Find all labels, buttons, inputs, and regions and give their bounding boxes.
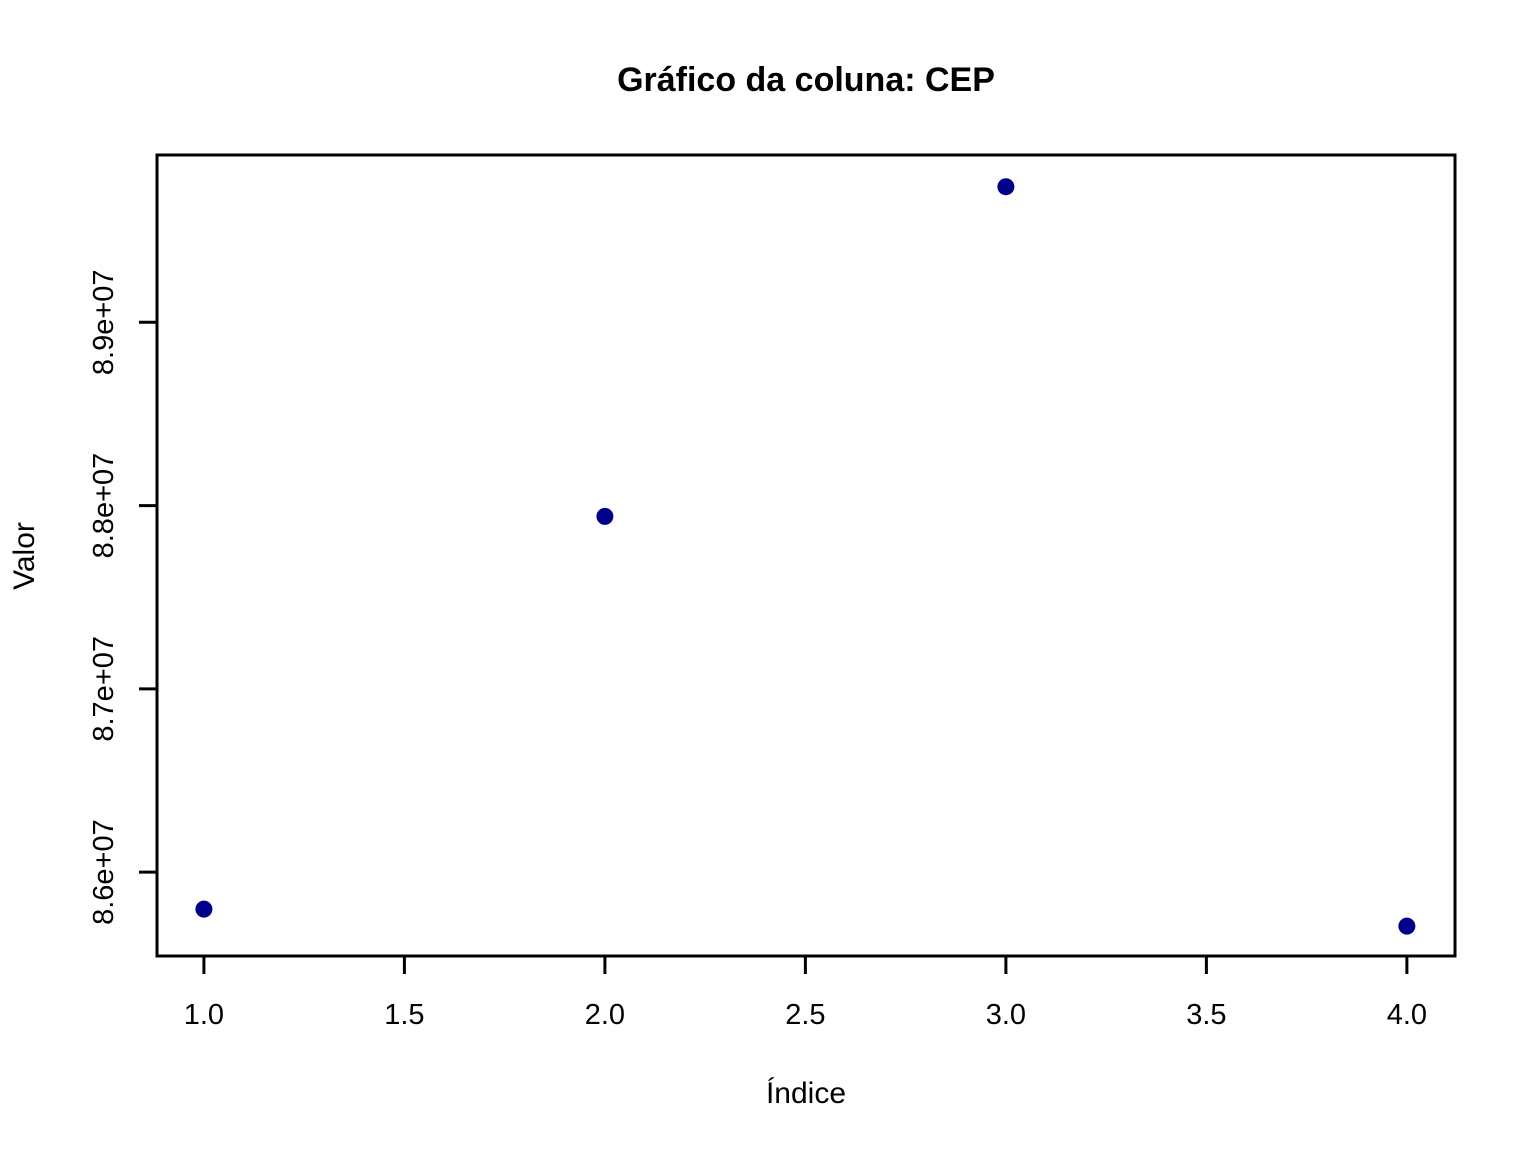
x-axis: 1.0 1.5 2.0 2.5 3.0 3.5 4.0 (184, 956, 1427, 1031)
y-axis-label: Valor (8, 522, 41, 590)
plot-box (155, 153, 1457, 958)
x-axis-label: Índice (766, 1077, 846, 1110)
data-point (997, 178, 1015, 196)
data-point (195, 900, 213, 918)
x-tick-label: 1.0 (184, 999, 224, 1031)
data-points (195, 178, 1416, 935)
x-tick-label: 2.0 (585, 999, 625, 1031)
data-point (596, 507, 614, 525)
x-tick-label: 2.5 (785, 999, 825, 1031)
y-tick-label: 8.7e+07 (88, 636, 120, 742)
plot-border (155, 153, 1457, 958)
y-axis: 8.6e+07 8.7e+07 8.8e+07 8.9e+07 (88, 269, 157, 925)
chart-title: Gráfico da coluna: CEP (617, 61, 995, 99)
x-tick-label: 1.5 (384, 999, 424, 1031)
data-point (1398, 917, 1416, 935)
x-tick-label: 4.0 (1387, 999, 1427, 1031)
y-tick-label: 8.8e+07 (88, 453, 120, 559)
x-tick-label: 3.0 (986, 999, 1026, 1031)
y-tick-label: 8.9e+07 (88, 269, 120, 375)
y-tick-label: 8.6e+07 (88, 819, 120, 925)
x-tick-label: 3.5 (1186, 999, 1226, 1031)
